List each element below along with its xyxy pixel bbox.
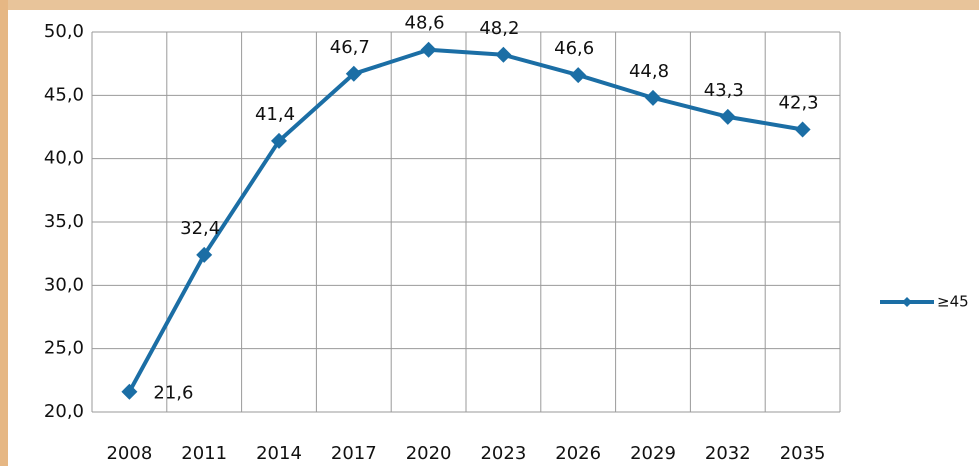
chart-background <box>8 10 979 466</box>
data-point <box>271 132 287 149</box>
frame-left <box>0 0 8 466</box>
data-point <box>420 41 437 58</box>
x-tick-label: 2023 <box>480 443 526 464</box>
data-label: 48,2 <box>479 18 519 39</box>
data-label: 21,6 <box>153 383 193 404</box>
data-label: 48,6 <box>405 13 445 34</box>
y-tick-label: 25,0 <box>44 338 84 359</box>
x-tick-label: 2008 <box>106 443 152 464</box>
x-tick-label: 2032 <box>705 443 751 464</box>
data-point <box>495 46 512 63</box>
x-tick-label: 2029 <box>630 443 676 464</box>
data-label: 44,8 <box>629 61 669 82</box>
legend-marker <box>902 297 912 307</box>
x-tick-label: 2014 <box>256 443 302 464</box>
data-point <box>345 65 362 82</box>
legend-label: ≥45 <box>937 293 969 311</box>
data-point <box>570 67 587 84</box>
x-tick-label: 2035 <box>780 443 826 464</box>
data-label: 41,4 <box>255 104 295 125</box>
data-label: 43,3 <box>704 80 744 101</box>
data-point <box>719 108 736 125</box>
data-point <box>196 246 213 263</box>
x-tick-label: 2011 <box>181 443 227 464</box>
data-point <box>645 89 661 106</box>
y-tick-label: 30,0 <box>44 274 84 295</box>
data-label: 46,7 <box>330 37 370 58</box>
y-tick-label: 50,0 <box>44 21 84 42</box>
x-tick-label: 2020 <box>406 443 452 464</box>
x-tick-label: 2017 <box>331 443 377 464</box>
y-tick-label: 40,0 <box>44 148 84 169</box>
data-label: 32,4 <box>180 218 220 239</box>
data-label: 42,3 <box>779 93 819 114</box>
y-tick-label: 35,0 <box>44 211 84 232</box>
y-tick-label: 20,0 <box>44 401 84 422</box>
series-line <box>127 47 803 393</box>
y-tick-label: 45,0 <box>44 84 84 105</box>
x-tick-label: 2026 <box>555 443 601 464</box>
data-label: 46,6 <box>554 38 594 59</box>
data-point <box>121 383 138 400</box>
frame-top <box>0 0 979 10</box>
data-point <box>794 121 811 138</box>
